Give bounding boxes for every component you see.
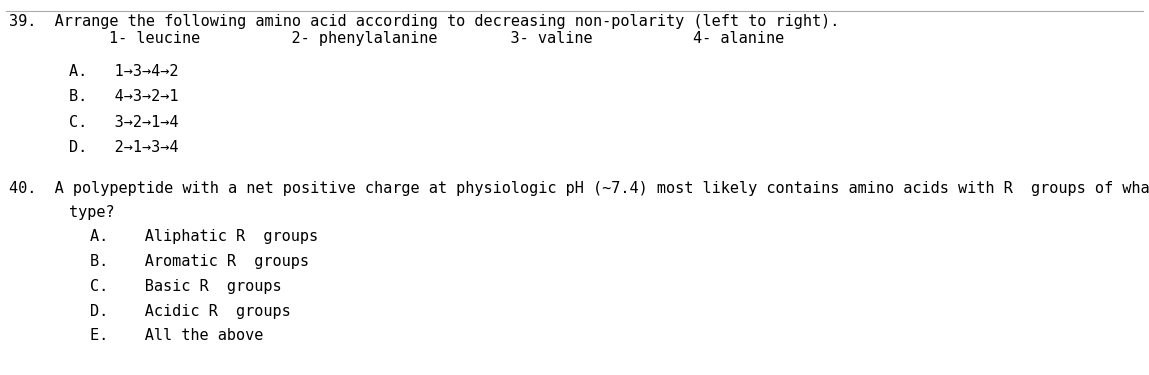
Text: E.    All the above: E. All the above [90,328,263,344]
Text: C.   3→2→1→4: C. 3→2→1→4 [69,115,178,130]
Text: 39.  Arrange the following amino acid according to decreasing non-polarity (left: 39. Arrange the following amino acid acc… [9,14,840,29]
Text: A.    Aliphatic R  groups: A. Aliphatic R groups [90,230,318,244]
Text: C.    Basic R  groups: C. Basic R groups [90,279,282,294]
Text: D.    Acidic R  groups: D. Acidic R groups [90,304,291,319]
Text: 1- leucine          2- phenylalanine        3- valine           4- alanine: 1- leucine 2- phenylalanine 3- valine 4-… [109,31,785,46]
Text: type?: type? [69,205,115,220]
Text: D.   2→1→3→4: D. 2→1→3→4 [69,140,178,155]
Text: A.   1→3→4→2: A. 1→3→4→2 [69,64,178,79]
Text: 40.  A polypeptide with a net positive charge at physiologic pH (~7.4) most like: 40. A polypeptide with a net positive ch… [9,181,1149,196]
Text: B.   4→3→2→1: B. 4→3→2→1 [69,89,178,104]
Text: B.    Aromatic R  groups: B. Aromatic R groups [90,254,309,269]
